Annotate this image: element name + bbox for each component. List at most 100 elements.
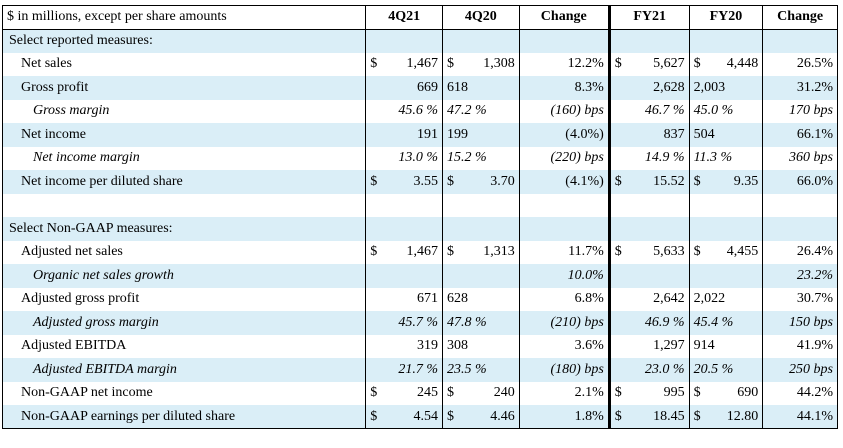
currency-sign: $	[693, 56, 701, 72]
currency-sign: $	[370, 385, 378, 401]
money-value: $9.35	[694, 174, 759, 190]
table-row: Adjusted EBITDA 319 308 3.6% 1,297 914 41.9%	[1, 334, 838, 358]
amount: 1,308	[483, 56, 515, 72]
cell-col-2: 8.3%	[518, 76, 610, 100]
cell-col-3: 2,642	[607, 287, 690, 311]
cell-col-1: $3.70	[442, 170, 520, 194]
col-header-4q20: 4Q20	[442, 5, 520, 30]
currency-sign: $	[447, 56, 454, 72]
amount: 12.80	[726, 408, 759, 424]
row-label: Adjusted gross margin	[1, 311, 366, 335]
cell-col-5	[762, 29, 838, 53]
table-row: Adjusted gross profit 671 628 6.8% 2,642 2,02…	[1, 287, 838, 311]
table-row: Net income 191 199 (4.0%) 837 504 66.1%	[1, 123, 838, 147]
cell-col-1: 308	[442, 334, 520, 358]
currency-sign: $	[447, 385, 454, 401]
cell-col-1: 47.8 %	[442, 311, 520, 335]
financial-summary-table: $ in millions, except per share amounts …	[1, 5, 838, 429]
cell-col-1: $1,308	[442, 52, 520, 76]
currency-sign: $	[693, 408, 701, 424]
cell-col-1	[442, 217, 520, 241]
cell-col-3: 46.9 %	[607, 311, 690, 335]
money-value: $3.55	[370, 174, 438, 190]
money-value: $240	[447, 385, 515, 401]
cell-col-0: 45.6 %	[365, 99, 443, 123]
amount: 4.54	[413, 408, 439, 424]
cell-col-3: 1,297	[607, 334, 690, 358]
currency-sign: $	[447, 408, 454, 424]
table-row: Non-GAAP net income $245 $240 2.1% $995 $690 4…	[1, 381, 838, 405]
currency-sign: $	[614, 385, 622, 401]
table-row: Net sales $1,467 $1,308 12.2% $5,627 $4,448 26…	[1, 52, 838, 76]
cell-col-5: 66.0%	[762, 170, 838, 194]
table-row: Adjusted net sales $1,467 $1,313 11.7% $5,63…	[1, 240, 838, 264]
currency-sign: $	[693, 173, 701, 189]
cell-col-1: 618	[442, 76, 520, 100]
cell-col-0: 21.7 %	[365, 358, 443, 382]
amount: 690	[737, 385, 759, 401]
currency-sign: $	[693, 385, 701, 401]
amount: 245	[417, 385, 438, 401]
row-label: Net income per diluted share	[1, 170, 366, 194]
cell-col-0: 669	[365, 76, 443, 100]
currency-sign: $	[614, 173, 622, 189]
money-value: $3.70	[447, 174, 515, 190]
cell-col-4: 2,022	[688, 287, 763, 311]
currency-sign: $	[614, 244, 622, 260]
currency-sign: $	[693, 244, 701, 260]
cell-col-1	[442, 264, 520, 288]
currency-sign: $	[614, 408, 622, 424]
amount: 15.52	[653, 173, 685, 189]
row-label: Gross margin	[1, 99, 366, 123]
cell-col-3	[607, 264, 690, 288]
cell-col-5: 26.4%	[762, 240, 838, 264]
currency-sign: $	[370, 408, 378, 424]
amount: 1,467	[406, 244, 439, 260]
cell-col-0	[365, 193, 443, 217]
col-header-year-change: Change	[762, 5, 838, 30]
cell-col-0: $1,467	[365, 52, 443, 76]
money-value: $1,467	[370, 244, 438, 260]
row-label: Net sales	[1, 52, 366, 76]
row-label: Gross profit	[1, 76, 366, 100]
cell-col-5: 250 bps	[762, 358, 838, 382]
cell-col-1: 628	[442, 287, 520, 311]
cell-col-4	[688, 29, 763, 53]
cell-col-2	[518, 217, 610, 241]
cell-col-0: $4.54	[365, 405, 443, 429]
cell-col-2: 6.8%	[518, 287, 610, 311]
cell-col-5: 23.2%	[762, 264, 838, 288]
cell-col-3: 14.9 %	[607, 146, 690, 170]
cell-col-5	[762, 217, 838, 241]
cell-col-3: $15.52	[607, 170, 690, 194]
units-note: $ in millions, except per share amounts	[1, 5, 366, 30]
cell-col-0: 45.7 %	[365, 311, 443, 335]
cell-col-5: 44.2%	[762, 381, 838, 405]
cell-col-3	[607, 217, 690, 241]
cell-col-3: $995	[607, 381, 690, 405]
row-label: Select Non-GAAP measures:	[1, 217, 366, 241]
cell-col-4	[688, 193, 763, 217]
table-row: Organic net sales growth 10.0% 23.2%	[1, 264, 838, 288]
table-body: Select reported measures: Net sales $1,467…	[1, 29, 838, 429]
cell-col-5: 26.5%	[762, 52, 838, 76]
cell-col-4: $12.80	[688, 405, 763, 429]
row-label: Adjusted gross profit	[1, 287, 366, 311]
cell-col-4	[688, 264, 763, 288]
currency-sign: $	[370, 244, 378, 260]
amount: 3.55	[413, 173, 439, 189]
cell-col-2: (180) bps	[518, 358, 610, 382]
money-value: $4.54	[370, 409, 438, 425]
col-header-fy21: FY21	[607, 5, 690, 30]
cell-col-0: $245	[365, 381, 443, 405]
money-value: $1,467	[370, 56, 438, 72]
amount: 240	[493, 385, 515, 401]
cell-col-1: 23.5 %	[442, 358, 520, 382]
cell-col-5: 44.1%	[762, 405, 838, 429]
cell-col-4: 914	[688, 334, 763, 358]
table-row: Net income per diluted share $3.55 $3.70 (4…	[1, 170, 838, 194]
cell-col-4: $9.35	[688, 170, 763, 194]
row-label: Organic net sales growth	[1, 264, 366, 288]
amount: 1,467	[406, 56, 439, 72]
cell-col-4: 504	[688, 123, 763, 147]
